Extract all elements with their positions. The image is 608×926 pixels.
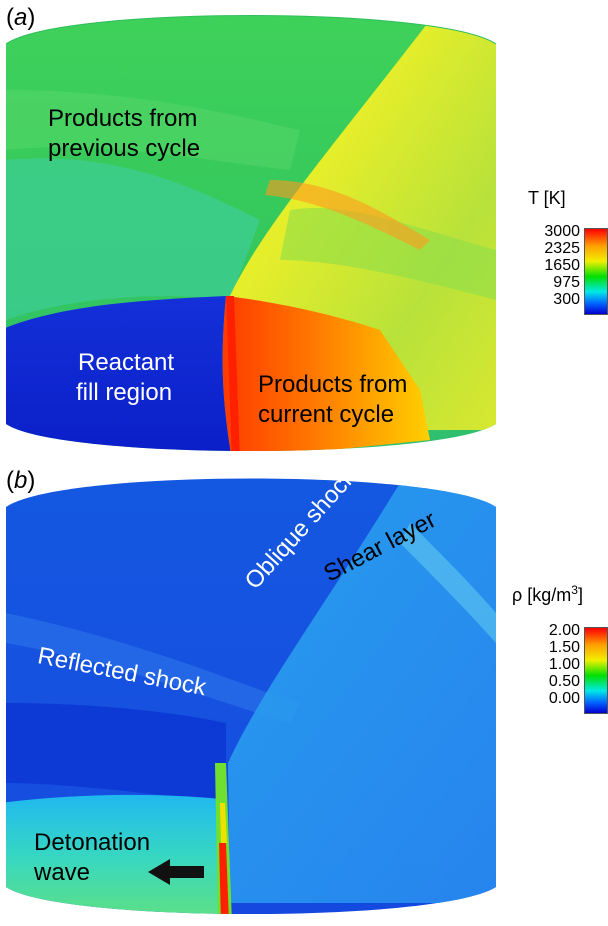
- density-colorbar-ticks: 2.00 1.50 1.00 0.50 0.00: [528, 622, 580, 707]
- temperature-colorbar-title: T [K]: [528, 188, 566, 209]
- temperature-colorbar: [584, 228, 608, 315]
- tick-label: 0.00: [528, 690, 580, 707]
- products-previous-annotation: Products from previous cycle: [48, 104, 200, 164]
- tick-label: 1650: [528, 257, 580, 274]
- tick-label: 3000: [528, 223, 580, 240]
- panel-b-density: (b): [0, 463, 608, 926]
- detonation-wave-annotation: Detonation wave: [34, 828, 150, 888]
- panel-a-temperature: (a): [0, 0, 608, 463]
- density-colorbar: [584, 627, 608, 714]
- tick-label: 2325: [528, 240, 580, 257]
- reactant-fill-annotation: Reactant fill region: [76, 348, 174, 408]
- tick-label: 1.50: [528, 639, 580, 656]
- products-current-annotation: Products from current cycle: [258, 370, 407, 430]
- tick-label: 2.00: [528, 622, 580, 639]
- tick-label: 300: [528, 291, 580, 308]
- temperature-colorbar-ticks: 3000 2325 1650 975 300: [528, 223, 580, 308]
- tick-label: 1.00: [528, 656, 580, 673]
- tick-label: 0.50: [528, 673, 580, 690]
- tick-label: 975: [528, 274, 580, 291]
- density-colorbar-title: ρ [kg/m3]: [512, 583, 583, 606]
